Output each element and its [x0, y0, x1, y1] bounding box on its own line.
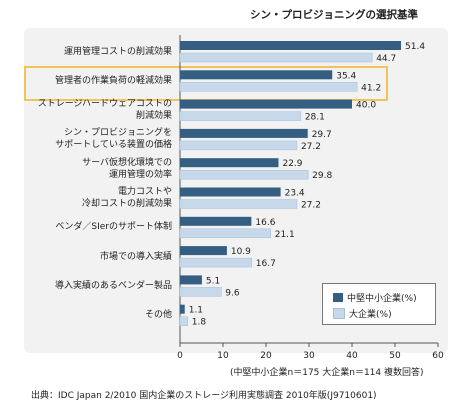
bar-large — [179, 52, 373, 63]
bar-large — [179, 257, 253, 268]
category-label: シン・プロビジョニングを サポートしている装置の価格 — [55, 128, 172, 151]
data-label: 16.7 — [256, 259, 276, 269]
data-label: 28.1 — [305, 113, 325, 123]
data-label: 29.7 — [312, 130, 332, 140]
data-label: 27.2 — [301, 142, 321, 152]
data-label: 27.2 — [301, 201, 321, 211]
bar-sme — [180, 99, 352, 109]
bar-sme — [180, 41, 402, 50]
bar-sme — [180, 70, 333, 80]
bar-sme — [180, 304, 185, 314]
data-label: 22.9 — [282, 159, 302, 169]
x-tick-label: 30 — [303, 351, 315, 361]
data-label: 44.7 — [376, 54, 396, 64]
category-label: 電力コストや 冷却コストの削減効果 — [81, 187, 172, 209]
x-tick-label: 20 — [260, 351, 272, 361]
x-tick-label: 50 — [389, 351, 401, 361]
bar-large — [179, 111, 302, 121]
category-label: その他 — [144, 310, 172, 321]
data-label: 41.2 — [361, 83, 381, 93]
x-tick-label: 0 — [177, 351, 183, 361]
x-tick-label: 10 — [217, 351, 229, 361]
bar-large — [179, 287, 222, 297]
legend-swatch-large — [333, 308, 345, 319]
data-label: 51.4 — [405, 42, 425, 52]
bar-large — [179, 316, 188, 326]
bar-sme — [180, 216, 252, 226]
category-label: 運用管理コストの削減効果 — [63, 46, 172, 57]
data-label: 1.1 — [189, 306, 203, 316]
data-label: 23.4 — [285, 189, 305, 199]
chart-title: シン・プロビジョニングの選択基準 — [250, 9, 418, 21]
bar-large — [179, 228, 271, 239]
bar-sme — [180, 275, 202, 285]
bar-large — [179, 140, 298, 151]
x-tick-label: 60 — [432, 351, 444, 361]
data-label: 29.8 — [312, 171, 332, 181]
category-label: 市場での導入実績 — [99, 251, 172, 262]
category-label: ベンダ／SIerのサポート体制 — [55, 222, 172, 233]
category-label: サーバ仮想化環境での 運用管理の効率 — [82, 157, 172, 180]
category-label: ストレージハードウェアコストの 削減効果 — [37, 99, 172, 122]
legend-label-large: 大企業(%) — [349, 310, 392, 320]
x-tick-label: 40 — [346, 351, 358, 361]
bar-large — [179, 169, 309, 180]
data-label: 16.6 — [255, 218, 275, 228]
data-label: 35.4 — [336, 71, 356, 81]
bar-large — [179, 82, 358, 92]
bar-sme — [180, 246, 227, 256]
data-label: 9.6 — [225, 288, 240, 298]
bar-sme — [180, 187, 281, 197]
data-label: 1.8 — [192, 318, 207, 328]
legend-swatch-sme — [333, 293, 343, 302]
bar-sme — [180, 158, 279, 168]
category-label: 管理者の作業負荷の軽減効果 — [54, 75, 172, 86]
source-note: 出典：IDC Japan 2/2010 国内企業のストレージ利用実態調査 201… — [31, 391, 377, 401]
legend: 中堅中小企業(%) 大企業(%) — [322, 283, 436, 325]
legend-item-sme: 中堅中小企業(%) — [333, 291, 417, 304]
bar-sme — [180, 128, 308, 138]
sample-note: (中堅中小企業n＝175 大企業n＝114 複数回答) — [230, 368, 424, 378]
bar-large — [179, 199, 298, 209]
category-label: 導入実績のあるベンダー製品 — [54, 280, 172, 291]
data-label: 40.0 — [356, 101, 376, 111]
legend-item-large: 大企業(%) — [333, 307, 392, 320]
data-label: 10.9 — [231, 247, 251, 257]
data-label: 5.1 — [206, 276, 220, 286]
data-label: 21.1 — [275, 230, 295, 240]
legend-label-sme: 中堅中小企業(%) — [347, 294, 417, 304]
